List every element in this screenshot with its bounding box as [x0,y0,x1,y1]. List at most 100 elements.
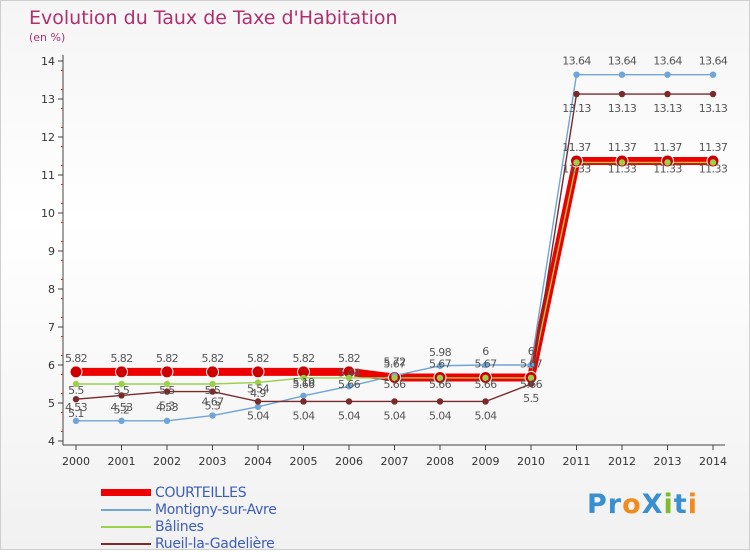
data-point-1 [118,417,125,425]
legend-swatch [101,508,151,511]
data-point-2 [573,159,580,166]
data-point-0 [251,365,265,379]
data-label: 11.33 [653,162,682,175]
x-tick-label: 2004 [244,455,272,468]
data-label: 13.64 [562,55,591,68]
data-label: 5.19 [292,376,315,389]
legend-label: Montigny-sur-Avre [155,501,277,518]
data-label: 11.37 [653,141,682,154]
data-label: 5.67 [383,358,406,371]
data-point-3 [300,398,307,405]
x-tick-label: 2013 [654,455,682,468]
data-label: 5.66 [338,378,361,391]
data-label: 13.13 [699,102,728,115]
data-label: 4.53 [156,401,179,414]
data-point-3 [709,90,717,98]
line-chart: 4 5 6 7 8 9 10 11 12 13 14 2000 2001 2002 2003 2004 2005… [41,55,728,468]
data-point-0 [69,365,83,379]
data-label: 5.04 [383,409,406,422]
data-point-3 [436,398,444,405]
x-tick-label: 2008 [426,455,454,468]
data-label: 5.44 [338,366,361,379]
data-label: 5.04 [247,409,270,422]
data-point-2 [300,374,307,382]
data-label: 4.9 [250,387,266,400]
data-point-3 [118,392,125,399]
data-point-0 [160,365,174,379]
data-point-2 [345,374,353,382]
data-label: 4.53 [110,401,133,414]
logo-letter: r [607,489,623,520]
data-point-3 [163,388,171,395]
data-point-1 [482,361,489,369]
data-label: 5.82 [110,352,132,365]
chart-data-points [69,71,720,425]
data-label: 4.67 [201,396,224,409]
data-point-2 [72,380,80,388]
data-label: 5.82 [156,352,178,365]
data-label: 5.82 [292,352,314,365]
data-point-0 [115,365,128,379]
data-label: 5.82 [338,352,360,365]
data-label: 5.04 [429,409,452,422]
data-point-1 [709,71,717,78]
y-tick-label: 10 [41,207,55,220]
data-label: 5.67 [520,358,543,371]
data-label: 5.2 [114,403,130,416]
data-point-3 [209,388,216,395]
y-tick-label: 14 [41,55,55,68]
y-tick-label: 6 [48,359,55,372]
data-label: 5.72 [383,356,405,369]
legend-label: Rueil-la-Gadelière [155,535,275,552]
data-point-3 [391,398,398,405]
legend-swatch [101,542,151,545]
data-label: 6 [528,345,535,358]
x-tick-label: 2001 [108,455,136,468]
data-label: 5.67 [429,358,452,371]
x-tick-label: 2002 [153,455,181,468]
data-label: 5.66 [292,378,315,391]
data-label: 5.5 [159,384,175,397]
data-label: 5.04 [474,409,497,422]
y-tick-label: 9 [48,245,55,258]
data-label: 11.33 [608,162,637,175]
data-point-2 [709,159,717,166]
x-tick-label: 2005 [290,455,318,468]
data-label: 5.1 [68,407,84,420]
data-label: 11.37 [608,141,637,154]
data-point-3 [527,380,535,388]
data-point-3 [618,90,626,98]
legend-label: COURTEILLES [155,484,247,501]
data-label: 13.64 [699,55,728,68]
data-label: 11.37 [699,141,728,154]
data-label: 4.53 [65,401,88,414]
y-tick-label: 8 [48,283,55,296]
data-point-1 [618,71,626,78]
x-tick-label: 2009 [472,455,500,468]
data-label: 13.64 [608,55,637,68]
legend-swatch [101,489,151,496]
series-line-2 [76,161,713,385]
x-tick-label: 2006 [335,455,363,468]
logo-letter: o [622,489,642,520]
y-tick-label: 7 [48,321,55,334]
data-label: 5.82 [247,352,269,365]
data-label: 5.66 [429,378,452,391]
legend-label: Bâlines [155,518,204,535]
chart-title: Evolution du Taux de Taxe d'Habitation [29,7,398,29]
data-point-3 [664,90,671,98]
data-point-1 [664,71,671,78]
series-line-0 [76,156,713,382]
data-point-1 [163,417,171,425]
data-point-2 [664,159,671,166]
x-tick-label: 2003 [199,455,227,468]
data-label: 5.82 [201,352,223,365]
data-point-1 [209,412,216,419]
data-point-3 [254,398,262,405]
legend-item: Montigny-sur-Avre [101,501,277,518]
y-tick-label: 12 [41,131,55,144]
x-tick-label: 2010 [517,455,545,468]
data-point-2 [254,379,262,386]
data-label: 13.13 [562,102,591,115]
